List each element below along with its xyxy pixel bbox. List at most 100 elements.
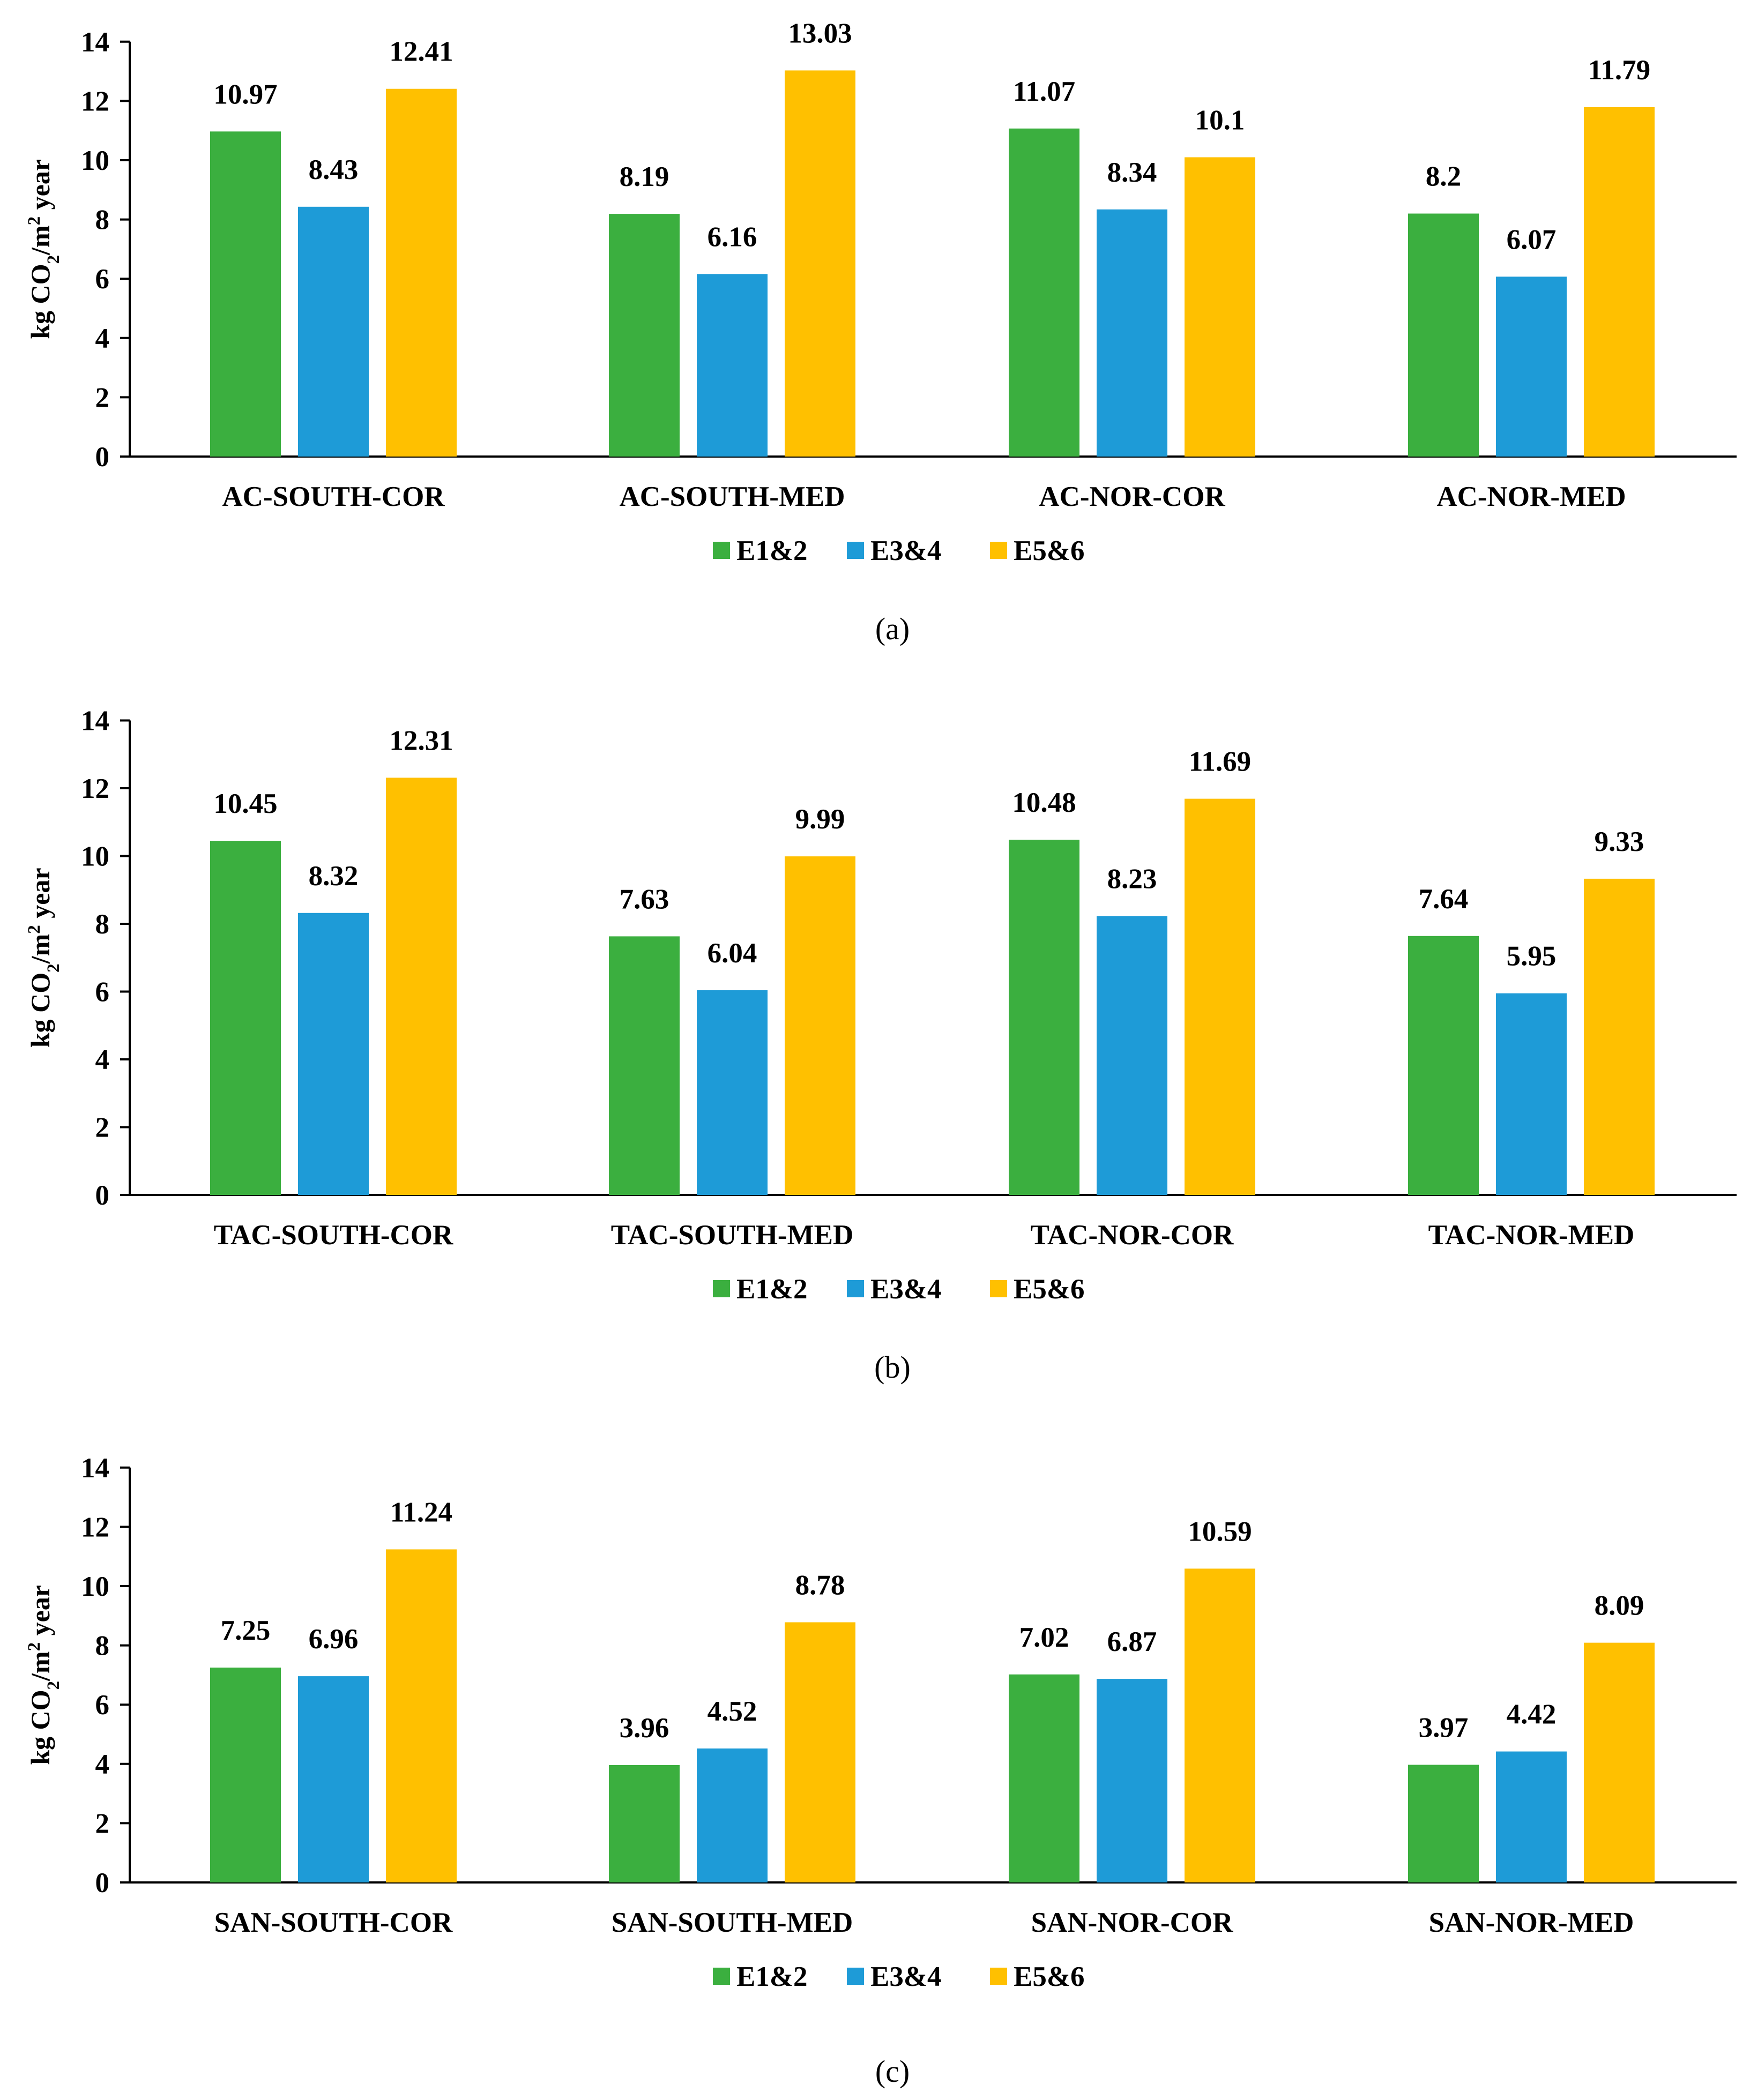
- bar-ac-nor-med-e5-6: [1584, 107, 1655, 457]
- data-label: 10.48: [1012, 787, 1076, 818]
- y-tick-label: 2: [95, 1112, 110, 1144]
- data-label: 6.96: [309, 1624, 359, 1655]
- bar-ac-south-cor-e1-2: [210, 131, 281, 457]
- category-label: SAN-NOR-COR: [1031, 1907, 1234, 1938]
- bar-san-nor-cor-e1-2: [1009, 1674, 1079, 1882]
- legend-label: E1&2: [736, 1274, 808, 1305]
- legend-swatch: [713, 542, 730, 559]
- legend-label: E5&6: [1014, 535, 1085, 566]
- y-tick-label: 6: [95, 977, 110, 1008]
- bar-tac-nor-cor-e1-2: [1009, 840, 1079, 1195]
- category-label: AC-SOUTH-MED: [619, 481, 845, 512]
- category-label: AC-SOUTH-COR: [222, 481, 445, 512]
- data-label: 8.19: [620, 161, 669, 192]
- data-label: 11.79: [1588, 55, 1650, 86]
- chart-panel-b: 0 2 4 6 8 10 12 14 kg CO2/m2 year 10.45 7.63 10.48 7…: [25, 706, 1737, 1385]
- bar-san-south-cor-e1-2: [210, 1668, 281, 1882]
- data-label: 10.97: [213, 79, 277, 110]
- y-tick-label: 4: [95, 1044, 110, 1075]
- y-tick-label: 10: [81, 841, 109, 872]
- legend-label: E3&4: [870, 1274, 942, 1305]
- y-tick-label: 6: [95, 1690, 110, 1721]
- data-label: 6.04: [708, 938, 757, 969]
- chart-panel-a: 0 2 4 6 8 10 12 14 kg CO2/m2 year 10.97 8.19 11.07 8…: [25, 18, 1737, 646]
- legend-label: E1&2: [736, 1961, 808, 1992]
- category-label: TAC-SOUTH-COR: [214, 1220, 453, 1251]
- data-label: 5.95: [1507, 941, 1557, 972]
- y-tick-label: 10: [81, 145, 109, 176]
- y-axis-title: kg CO2/m2 year: [25, 868, 63, 1048]
- chart-caption: (b): [874, 1350, 911, 1385]
- bar-ac-south-cor-e5-6: [386, 88, 457, 457]
- bar-san-south-cor-e3-4: [298, 1676, 369, 1882]
- bar-tac-south-cor-e1-2: [210, 841, 281, 1195]
- data-label: 7.25: [221, 1615, 271, 1646]
- data-label: 8.09: [1595, 1590, 1644, 1621]
- bar-san-nor-cor-e5-6: [1185, 1568, 1255, 1882]
- y-tick-label: 8: [95, 909, 110, 940]
- data-label: 11.24: [390, 1497, 452, 1528]
- data-label: 8.2: [1426, 161, 1461, 192]
- data-label: 13.03: [788, 18, 852, 49]
- legend-label: E5&6: [1014, 1274, 1085, 1305]
- y-tick-label: 12: [81, 773, 109, 804]
- data-label: 7.63: [620, 884, 669, 915]
- bar-ac-south-med-e3-4: [697, 274, 768, 457]
- y-tick-label: 0: [95, 442, 110, 473]
- y-tick-label: 12: [81, 86, 109, 117]
- legend-swatch: [847, 1280, 864, 1297]
- bar-san-nor-cor-e3-4: [1097, 1679, 1167, 1882]
- data-label: 10.59: [1188, 1516, 1252, 1547]
- data-label: 3.97: [1419, 1712, 1469, 1743]
- y-tick-label: 14: [81, 27, 109, 58]
- data-label: 3.96: [620, 1713, 669, 1744]
- data-label: 4.42: [1507, 1699, 1557, 1730]
- bar-ac-nor-cor-e1-2: [1009, 128, 1079, 457]
- bar-tac-nor-cor-e5-6: [1185, 798, 1255, 1195]
- y-tick-label: 2: [95, 1808, 110, 1839]
- y-tick-label: 4: [95, 323, 110, 354]
- bar-tac-nor-cor-e3-4: [1097, 916, 1167, 1195]
- data-label: 10.1: [1195, 104, 1245, 136]
- bar-ac-south-cor-e3-4: [298, 206, 369, 457]
- data-label: 6.07: [1507, 224, 1557, 255]
- legend-swatch: [990, 542, 1007, 559]
- data-label: 7.64: [1419, 884, 1469, 915]
- bar-ac-south-med-e5-6: [785, 70, 855, 457]
- bar-tac-nor-med-e5-6: [1584, 878, 1655, 1195]
- bar-san-south-med-e5-6: [785, 1622, 855, 1882]
- legend-label: E3&4: [870, 535, 942, 566]
- bar-san-nor-med-e5-6: [1584, 1642, 1655, 1882]
- y-tick-label: 6: [95, 264, 110, 295]
- data-label: 8.23: [1107, 863, 1157, 894]
- bar-san-nor-med-e3-4: [1496, 1751, 1567, 1882]
- legend-swatch: [847, 1968, 864, 1985]
- legend-swatch: [713, 1968, 730, 1985]
- y-tick-label: 12: [81, 1512, 109, 1543]
- data-label: 4.52: [708, 1696, 757, 1727]
- category-label: SAN-SOUTH-COR: [214, 1907, 453, 1938]
- y-axis-title: kg CO2/m2 year: [25, 1585, 63, 1765]
- y-tick-label: 8: [95, 1631, 110, 1662]
- legend-swatch: [990, 1968, 1007, 1985]
- chart-panel-c: 0 2 4 6 8 10 12 14 kg CO2/m2 year 7.25 3.96 7.02 3.9…: [25, 1453, 1737, 2089]
- bar-ac-nor-cor-e3-4: [1097, 209, 1167, 457]
- category-label: SAN-NOR-MED: [1429, 1907, 1634, 1938]
- data-label: 9.33: [1595, 826, 1644, 857]
- data-label: 11.07: [1013, 76, 1075, 107]
- data-label: 9.99: [795, 804, 845, 835]
- bar-tac-nor-med-e1-2: [1408, 936, 1479, 1195]
- bar-tac-south-cor-e3-4: [298, 913, 369, 1195]
- category-label: AC-NOR-MED: [1436, 481, 1626, 512]
- chart-caption: (a): [875, 611, 910, 646]
- data-label: 10.45: [213, 788, 277, 819]
- legend-swatch: [990, 1280, 1007, 1297]
- bar-tac-south-cor-e5-6: [386, 778, 457, 1195]
- y-tick-label: 10: [81, 1571, 109, 1602]
- y-tick-label: 0: [95, 1180, 110, 1211]
- y-tick-label: 2: [95, 382, 110, 413]
- data-label: 8.43: [309, 154, 359, 185]
- bar-tac-south-med-e1-2: [609, 936, 680, 1195]
- category-label: TAC-NOR-COR: [1031, 1220, 1234, 1251]
